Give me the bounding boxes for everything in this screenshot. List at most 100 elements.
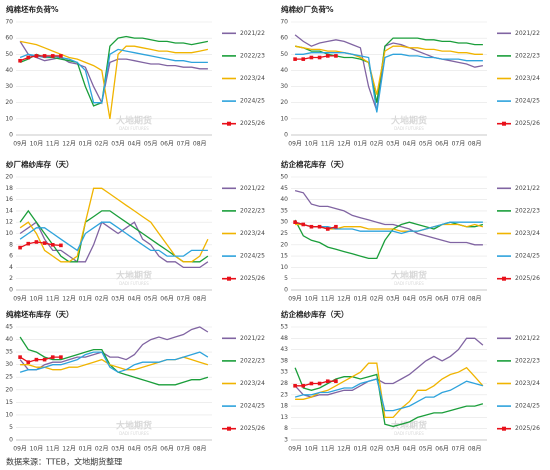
x-tick-label: 05月 (144, 296, 158, 303)
x-tick-label: 12月 (62, 296, 76, 303)
x-tick-label: 01月 (354, 141, 368, 148)
x-tick-label: 12月 (62, 446, 76, 453)
x-tick-label: 10月 (305, 446, 319, 453)
x-tick-label: 11月 (46, 141, 60, 148)
x-tick-label: 10月 (30, 141, 44, 148)
series-line (19, 40, 209, 120)
x-tick-label: 08月 (193, 296, 207, 303)
legend-marker (502, 121, 506, 126)
y-tick-label: 40 (280, 196, 288, 203)
series-line (19, 326, 209, 371)
y-tick-label: 20 (5, 386, 13, 393)
watermark: 大地期货 (116, 115, 152, 127)
point-marker (34, 54, 39, 58)
series-line (19, 336, 209, 386)
chart-title: 纯棉坯布库存（天） (6, 309, 74, 319)
watermark: 大地期货 (116, 270, 152, 282)
source-note: 数据来源：TTEB，文地期货整理 (6, 457, 122, 467)
x-tick-label: 07月 (452, 141, 466, 148)
legend-label: 2024/25 (515, 403, 540, 410)
legend-label: 2023/24 (515, 75, 540, 82)
y-tick-label: 20 (280, 99, 288, 106)
point-marker (334, 54, 338, 58)
y-tick-label: 35 (5, 349, 13, 356)
y-tick-label: 10 (5, 115, 13, 122)
y-tick-label: 6 (9, 253, 13, 260)
legend-label: 2022/23 (515, 357, 540, 364)
point-marker (325, 379, 330, 384)
legend-label: 2025/26 (240, 120, 265, 127)
x-tick-label: 11月 (321, 296, 335, 303)
x-tick-label: 02月 (95, 141, 109, 148)
y-tick-label: 30 (5, 83, 13, 90)
series-line (19, 187, 209, 263)
y-tick-label: 25 (5, 374, 13, 381)
legend-label: 2024/25 (240, 98, 265, 105)
watermark: DADI FUTURES (119, 281, 149, 286)
x-tick-label: 11月 (46, 296, 60, 303)
point-marker (309, 381, 314, 386)
x-tick-label: 07月 (177, 446, 191, 453)
series-line (294, 221, 483, 235)
y-tick-label: 13 (280, 414, 288, 421)
y-tick-label: 20 (5, 99, 13, 106)
y-tick-label: 0 (9, 437, 13, 444)
y-tick-label: 70 (5, 19, 13, 26)
x-tick-label: 03月 (386, 141, 400, 148)
x-tick-label: 05月 (144, 141, 158, 148)
point-marker (50, 355, 55, 359)
series-line (19, 48, 208, 104)
point-marker (293, 383, 297, 388)
y-tick-label: 45 (5, 324, 13, 331)
x-tick-label: 11月 (321, 446, 335, 453)
series-line (294, 378, 484, 412)
x-tick-label: 03月 (111, 141, 125, 148)
x-tick-label: 10月 (30, 446, 44, 453)
x-tick-label: 06月 (435, 446, 449, 453)
x-tick-label: 01月 (79, 141, 93, 148)
y-tick-label: 38 (280, 357, 288, 364)
point-marker (34, 357, 39, 362)
legend-label: 2022/23 (240, 357, 265, 364)
x-tick-label: 09月 (288, 296, 302, 303)
series-line (294, 34, 484, 112)
series-line (19, 221, 208, 257)
y-tick-label: 2 (9, 275, 13, 282)
point-marker (59, 355, 63, 359)
chart-title: 纯棉纱厂负荷% (281, 4, 334, 14)
watermark: 大地期货 (391, 270, 427, 282)
y-tick-label: 15 (5, 399, 13, 406)
legend-label: 2024/25 (240, 253, 265, 260)
y-tick-label: 18 (280, 403, 288, 410)
legend-label: 2024/25 (515, 98, 540, 105)
legend-label: 2025/26 (240, 275, 265, 282)
point-marker (293, 57, 297, 61)
x-tick-label: 06月 (160, 446, 174, 453)
legend-marker (227, 276, 231, 281)
x-tick-label: 11月 (321, 141, 335, 148)
point-marker (50, 243, 55, 247)
watermark: DADI FUTURES (119, 431, 149, 436)
point-marker (18, 58, 22, 63)
chart-title: 纺企棉花库存（天） (281, 159, 349, 169)
x-tick-label: 11月 (46, 446, 60, 453)
point-marker (26, 55, 31, 60)
y-tick-label: 12 (5, 219, 13, 226)
series-line (295, 362, 484, 419)
y-tick-label: 40 (5, 336, 13, 343)
point-marker (59, 54, 63, 58)
watermark: DADI FUTURES (394, 281, 424, 286)
x-tick-label: 07月 (177, 141, 191, 148)
x-tick-label: 05月 (144, 446, 158, 453)
watermark: DADI FUTURES (119, 126, 149, 131)
x-tick-label: 12月 (337, 446, 351, 453)
point-marker (34, 240, 39, 244)
series-line (19, 35, 209, 107)
series-line (294, 37, 483, 103)
chart-title: 纱厂棉纱库存（天） (6, 159, 74, 169)
x-tick-label: 02月 (370, 446, 384, 453)
legend-label: 2023/24 (515, 230, 540, 237)
series-line (294, 219, 484, 260)
